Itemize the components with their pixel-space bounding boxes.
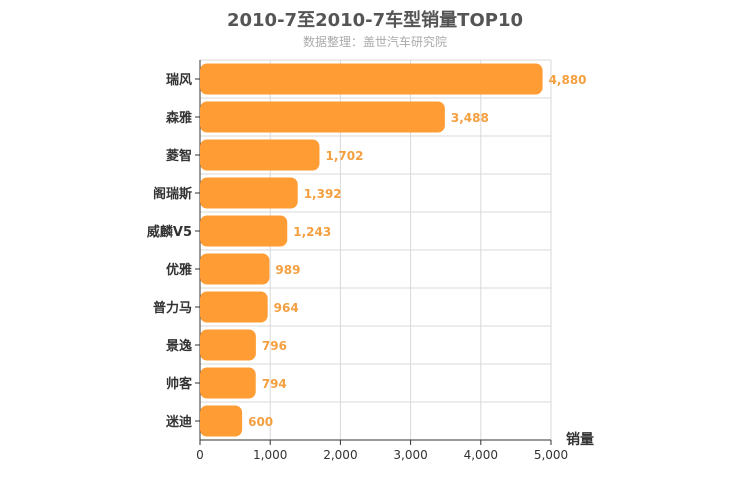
- bar: [200, 367, 256, 399]
- x-tick-label: 5,000: [534, 448, 568, 462]
- x-tick-label: 4,000: [464, 448, 498, 462]
- bar: [200, 177, 298, 209]
- value-label: 4,880: [549, 73, 587, 87]
- x-axis-title: 销量: [566, 431, 594, 448]
- value-label: 796: [262, 339, 287, 353]
- value-label: 989: [275, 263, 300, 277]
- chart-subtitle: 数据整理：盖世汽车研究院: [302, 35, 447, 49]
- x-tick-label: 3,000: [393, 448, 427, 462]
- x-tick-label: 0: [196, 448, 204, 462]
- value-label: 1,702: [325, 149, 363, 163]
- bar: [200, 253, 270, 285]
- value-label: 794: [262, 377, 287, 391]
- category-label: 景逸: [166, 338, 192, 354]
- bar: [200, 405, 243, 437]
- category-label: 优雅: [166, 262, 192, 278]
- bar: [200, 63, 543, 95]
- bar: [200, 101, 445, 133]
- category-label: 普力马: [153, 300, 192, 316]
- value-label: 1,243: [293, 225, 331, 239]
- x-tick-label: 2,000: [323, 448, 357, 462]
- category-label: 帅客: [166, 376, 193, 392]
- category-label: 瑞风: [166, 72, 192, 88]
- category-label: 阁瑞斯: [153, 186, 192, 202]
- bar: [200, 139, 320, 171]
- chart-title: 2010-7至2010-7车型销量TOP10: [226, 10, 523, 31]
- value-label: 600: [248, 415, 273, 429]
- x-tick-label: 1,000: [253, 448, 287, 462]
- category-label: 迷迪: [165, 414, 192, 430]
- category-label: 威麟V5: [147, 224, 192, 240]
- bar: [200, 329, 256, 361]
- value-label: 1,392: [304, 187, 342, 201]
- category-label: 森雅: [166, 110, 192, 126]
- bar: [200, 291, 268, 323]
- value-label: 964: [274, 301, 299, 315]
- value-label: 3,488: [451, 111, 489, 125]
- category-label: 菱智: [166, 148, 192, 164]
- bar: [200, 215, 288, 247]
